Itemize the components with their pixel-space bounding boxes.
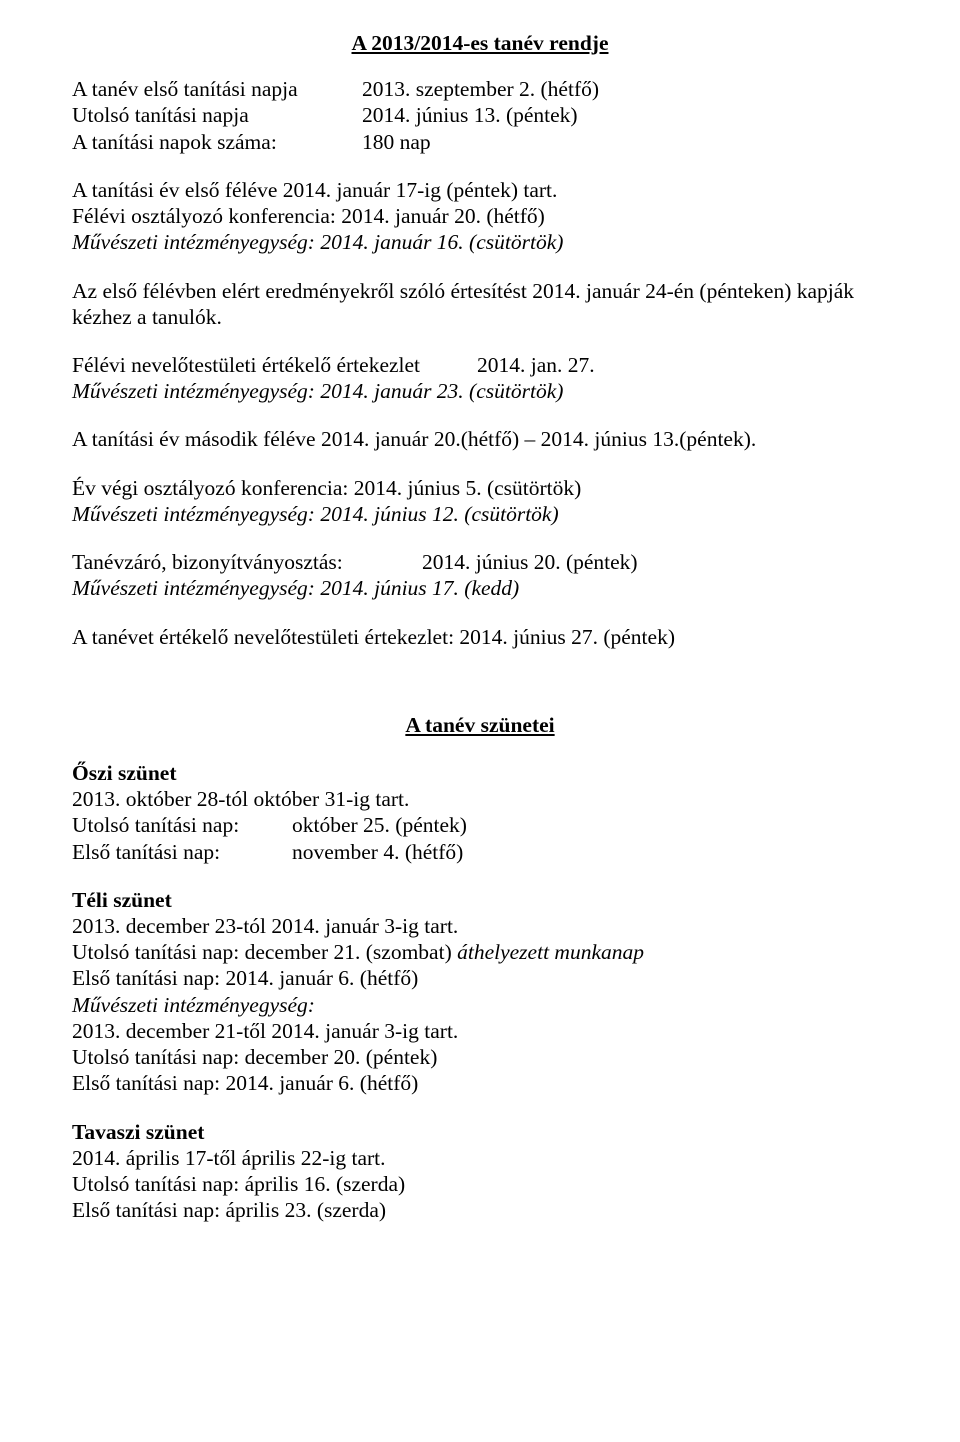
spring-heading: Tavaszi szünet xyxy=(72,1119,888,1145)
spring-break-block: Tavaszi szünet 2014. április 17-től ápri… xyxy=(72,1119,888,1224)
intro-label-1: A tanév első tanítási napja xyxy=(72,76,362,102)
p1-line-1: A tanítási év első féléve 2014. január 1… xyxy=(72,177,888,203)
winter-heading: Téli szünet xyxy=(72,887,888,913)
winter-line-2a: Utolsó tanítási nap: december 21. (szomb… xyxy=(72,940,457,964)
p6-label-1: Tanévzáró, bizonyítványosztás: xyxy=(72,549,422,575)
autumn-heading: Őszi szünet xyxy=(72,760,888,786)
winter-line-6: Utolsó tanítási nap: december 20. (pénte… xyxy=(72,1044,888,1070)
p1-line-3: Művészeti intézményegység: 2014. január … xyxy=(72,229,888,255)
closing-ceremony-block: Tanévzáró, bizonyítványosztás: 2014. jún… xyxy=(72,549,888,601)
intro-value-1: 2013. szeptember 2. (hétfő) xyxy=(362,76,888,102)
autumn-line-1: 2013. október 28-tól október 31-ig tart. xyxy=(72,786,888,812)
document-page: A 2013/2014-es tanév rendje A tanév első… xyxy=(0,0,960,1263)
autumn-value-2: október 25. (péntek) xyxy=(292,812,467,838)
spring-line-3: Első tanítási nap: április 23. (szerda) xyxy=(72,1197,888,1223)
intro-block: A tanév első tanítási napja 2013. szepte… xyxy=(72,76,888,155)
autumn-row-3: Első tanítási nap: november 4. (hétfő) xyxy=(72,839,888,865)
p5-line-2: Művészeti intézményegység: 2014. június … xyxy=(72,501,888,527)
midyear-eval-block: Félévi nevelőtestületi értékelő értekezl… xyxy=(72,352,888,404)
winter-line-3: Első tanítási nap: 2014. január 6. (hétf… xyxy=(72,965,888,991)
main-title: A 2013/2014-es tanév rendje xyxy=(72,30,888,56)
winter-break-block: Téli szünet 2013. december 23-tól 2014. … xyxy=(72,887,888,1097)
winter-line-5: 2013. december 21-től 2014. január 3-ig … xyxy=(72,1018,888,1044)
autumn-label-3: Első tanítási nap: xyxy=(72,839,292,865)
intro-label-3: A tanítási napok száma: xyxy=(72,129,362,155)
autumn-label-2: Utolsó tanítási nap: xyxy=(72,812,292,838)
p5-line-1: Év végi osztályozó konferencia: 2014. jú… xyxy=(72,475,888,501)
p3-value-1: 2014. jan. 27. xyxy=(477,352,595,378)
spring-line-2: Utolsó tanítási nap: április 16. (szerda… xyxy=(72,1171,888,1197)
first-semester-block: A tanítási év első féléve 2014. január 1… xyxy=(72,177,888,256)
winter-line-2b: áthelyezett munkanap xyxy=(457,940,644,964)
notification-paragraph: Az első félévben elért eredményekről szó… xyxy=(72,278,888,330)
winter-line-4: Művészeti intézményegység: xyxy=(72,992,888,1018)
p3-label-1: Félévi nevelőtestületi értékelő értekezl… xyxy=(72,352,477,378)
year-end-conf-block: Év végi osztályozó konferencia: 2014. jú… xyxy=(72,475,888,527)
intro-label-2: Utolsó tanítási napja xyxy=(72,102,362,128)
p3-line-2: Művészeti intézményegység: 2014. január … xyxy=(72,378,888,404)
autumn-row-2: Utolsó tanítási nap: október 25. (péntek… xyxy=(72,812,888,838)
intro-row-3: A tanítási napok száma: 180 nap xyxy=(72,129,888,155)
spring-line-1: 2014. április 17-től április 22-ig tart. xyxy=(72,1145,888,1171)
p3-row-1: Félévi nevelőtestületi értékelő értekezl… xyxy=(72,352,888,378)
winter-line-2: Utolsó tanítási nap: december 21. (szomb… xyxy=(72,939,888,965)
intro-value-3: 180 nap xyxy=(362,129,888,155)
breaks-subtitle: A tanév szünetei xyxy=(72,712,888,738)
autumn-break-block: Őszi szünet 2013. október 28-tól október… xyxy=(72,760,888,865)
winter-line-1: 2013. december 23-tól 2014. január 3-ig … xyxy=(72,913,888,939)
second-semester-line: A tanítási év második féléve 2014. januá… xyxy=(72,426,888,452)
intro-row-2: Utolsó tanítási napja 2014. június 13. (… xyxy=(72,102,888,128)
p1-line-2: Félévi osztályozó konferencia: 2014. jan… xyxy=(72,203,888,229)
p6-row-1: Tanévzáró, bizonyítványosztás: 2014. jún… xyxy=(72,549,888,575)
intro-row-1: A tanév első tanítási napja 2013. szepte… xyxy=(72,76,888,102)
intro-value-2: 2014. június 13. (péntek) xyxy=(362,102,888,128)
autumn-value-3: november 4. (hétfő) xyxy=(292,839,463,865)
year-eval-line: A tanévet értékelő nevelőtestületi értek… xyxy=(72,624,888,650)
winter-line-7: Első tanítási nap: 2014. január 6. (hétf… xyxy=(72,1070,888,1096)
p6-line-2: Művészeti intézményegység: 2014. június … xyxy=(72,575,888,601)
p6-value-1: 2014. június 20. (péntek) xyxy=(422,549,638,575)
